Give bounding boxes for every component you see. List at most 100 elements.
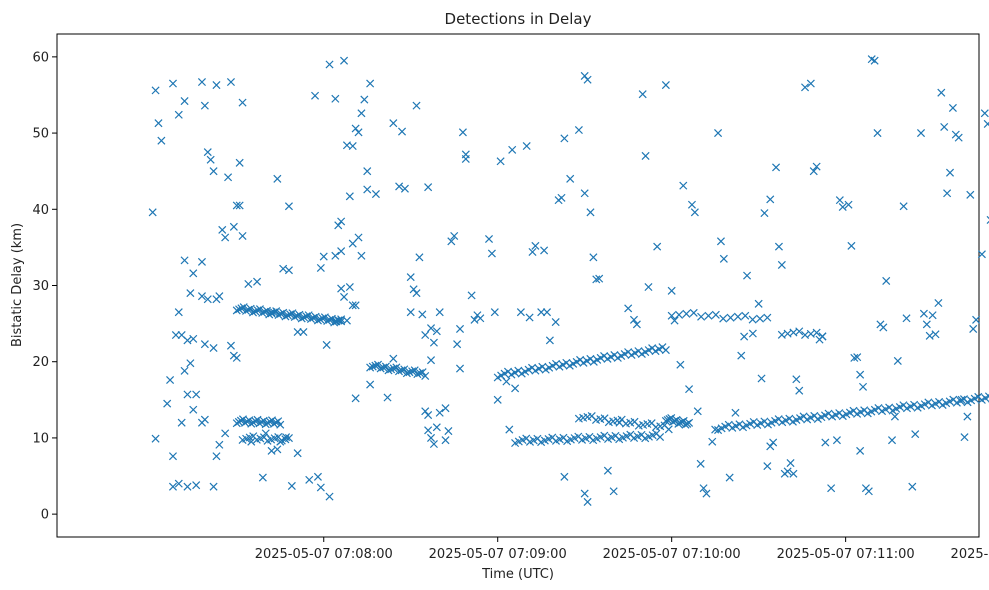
data-point [276, 437, 285, 446]
data-point [704, 311, 713, 320]
data-point [212, 81, 221, 90]
data-point [458, 128, 467, 137]
data-point [258, 473, 267, 482]
data-point [180, 97, 189, 106]
data-point [248, 308, 258, 317]
data-point [522, 142, 531, 151]
data-point [725, 473, 734, 482]
data-point [331, 317, 340, 326]
data-point [276, 420, 285, 429]
data-point [215, 292, 224, 301]
data-point [934, 299, 943, 308]
data-point [157, 136, 166, 145]
data-point [832, 436, 841, 445]
data-point [316, 263, 325, 272]
data-point [741, 311, 750, 320]
data-point [183, 390, 192, 399]
data-point [844, 200, 853, 209]
data-point [283, 311, 292, 320]
data-point [368, 362, 377, 371]
data-point [801, 83, 810, 92]
data-point [253, 306, 262, 315]
x-tick-label: 2025-05-07 07:11:00 [777, 547, 915, 562]
data-point [664, 425, 673, 434]
data-point [719, 254, 728, 263]
data-point [772, 163, 781, 172]
data-point [421, 371, 430, 380]
data-point [371, 190, 380, 199]
data-point [237, 304, 246, 313]
data-point [200, 101, 209, 110]
data-point [696, 459, 705, 468]
y-tick-label: 60 [32, 50, 49, 65]
data-point [392, 363, 401, 372]
data-point [925, 331, 934, 340]
x-tick-label: 2025-05-07 07:08:00 [255, 547, 393, 562]
data-point [260, 307, 269, 316]
data-point [180, 366, 189, 375]
data-point [870, 56, 879, 65]
data-point [334, 221, 343, 230]
chart-title: Detections in Delay [445, 10, 592, 28]
y-tick-label: 0 [41, 508, 49, 523]
data-point [719, 314, 728, 323]
data-point [421, 331, 430, 340]
data-point [661, 81, 670, 90]
data-point [595, 274, 604, 283]
data-point [232, 306, 241, 315]
data-point [638, 90, 647, 99]
data-point [502, 377, 511, 386]
data-point [679, 181, 688, 190]
data-point [763, 462, 772, 471]
data-point [632, 320, 641, 329]
data-point [580, 71, 589, 80]
data-point [331, 251, 340, 260]
data-point [197, 257, 206, 266]
data-point [287, 481, 296, 490]
data-point [873, 129, 882, 138]
data-point [879, 323, 888, 332]
data-point [629, 315, 638, 324]
data-point [381, 362, 390, 371]
y-axis: 0 10 20 30 40 50 60 [32, 50, 57, 523]
data-point [357, 109, 366, 118]
data-point [783, 467, 792, 476]
data-point [444, 427, 453, 436]
data-point [366, 363, 375, 372]
data-point [293, 311, 302, 320]
data-point [418, 310, 427, 319]
data-point [322, 340, 331, 349]
data-point [940, 122, 949, 132]
data-point [389, 364, 398, 373]
data-point [624, 304, 633, 313]
data-point [309, 313, 318, 322]
data-point [384, 366, 393, 375]
data-point [226, 341, 235, 350]
data-point [676, 360, 685, 369]
data-point [850, 353, 859, 362]
data-point [351, 124, 360, 133]
data-point [786, 459, 795, 468]
data-point [394, 367, 404, 376]
data-point [148, 208, 157, 217]
data-point [279, 264, 288, 273]
data-point [189, 405, 198, 414]
data-point [415, 369, 424, 378]
data-point [221, 429, 230, 438]
data-point [690, 208, 699, 217]
data-point [603, 466, 612, 475]
data-point [235, 305, 244, 314]
data-point [397, 366, 406, 375]
data-point [963, 412, 972, 421]
data-point [461, 154, 470, 164]
data-point [363, 185, 372, 194]
data-point [818, 332, 827, 341]
data-point [269, 308, 278, 317]
data-point [406, 308, 415, 317]
data-point [911, 430, 920, 439]
data-point [415, 253, 424, 262]
data-point [644, 282, 653, 292]
data-point [969, 324, 978, 333]
data-point [413, 370, 422, 379]
